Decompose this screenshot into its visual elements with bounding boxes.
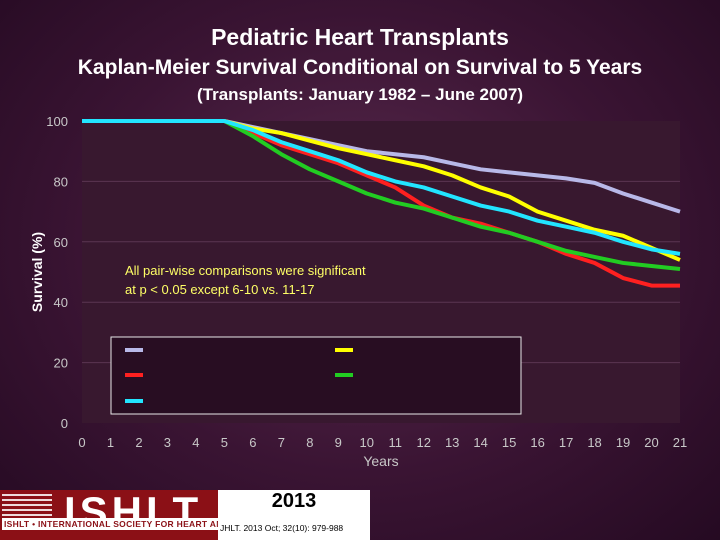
legend-swatch-5 [125, 399, 143, 403]
x-tick-label: 19 [616, 435, 630, 450]
citation-text: JHLT. 2013 Oct; 32(10): 979-988 [220, 523, 344, 533]
x-tick-label: 14 [473, 435, 487, 450]
annotation-line-1: All pair-wise comparisons were significa… [125, 263, 366, 278]
x-tick-label: 16 [530, 435, 544, 450]
y-tick-label: 0 [61, 416, 68, 431]
x-tick-label: 8 [306, 435, 313, 450]
date-range-subtitle: (Transplants: January 1982 – June 2007) [197, 85, 523, 104]
survival-series-line-5 [82, 119, 681, 256]
x-tick-label: 2 [135, 435, 142, 450]
x-tick-label: 12 [416, 435, 430, 450]
legend-box [110, 336, 522, 415]
citation-box: 2013 JHLT. 2013 Oct; 32(10): 979-988 [218, 490, 370, 540]
y-tick-label: 60 [54, 235, 68, 250]
legend-swatch-2 [335, 348, 353, 352]
x-tick-label: 5 [221, 435, 228, 450]
y-tick-label: 100 [46, 114, 68, 129]
survival-series-line-4 [82, 119, 681, 271]
x-tick-label: 21 [673, 435, 687, 450]
x-tick-label: 4 [192, 435, 199, 450]
page-title: Pediatric Heart Transplants [211, 24, 509, 50]
y-axis-label: Survival (%) [29, 232, 45, 312]
x-tick-label: 20 [644, 435, 658, 450]
x-axis-label: Years [363, 453, 398, 469]
survival-series-line-2 [82, 119, 681, 262]
x-tick-label: 6 [249, 435, 256, 450]
y-tick-label: 40 [54, 295, 68, 310]
page-subtitle: Kaplan-Meier Survival Conditional on Sur… [77, 56, 643, 79]
x-tick-label: 17 [559, 435, 573, 450]
x-tick-label: 11 [388, 435, 402, 450]
x-tick-label: 1 [107, 435, 114, 450]
legend-swatch-4 [335, 373, 353, 377]
x-tick-label: 10 [360, 435, 374, 450]
x-tick-label: 9 [335, 435, 342, 450]
x-tick-label: 15 [502, 435, 516, 450]
x-tick-label: 3 [164, 435, 171, 450]
annotation-line-2: at p < 0.05 except 6-10 vs. 11-17 [125, 282, 314, 297]
legend-swatch-1 [125, 348, 143, 352]
y-tick-label: 80 [54, 174, 68, 189]
y-tick-label: 20 [54, 356, 68, 371]
ishlt-logo: ISHLT ISHLT • INTERNATIONAL SOCIETY FOR … [0, 488, 349, 540]
legend-swatch-3 [125, 373, 143, 377]
x-tick-label: 7 [278, 435, 285, 450]
x-tick-label: 18 [587, 435, 601, 450]
logo-stripes [2, 494, 52, 516]
x-tick-label: 0 [78, 435, 85, 450]
x-tick-label: 13 [445, 435, 459, 450]
citation-year: 2013 [271, 490, 317, 512]
